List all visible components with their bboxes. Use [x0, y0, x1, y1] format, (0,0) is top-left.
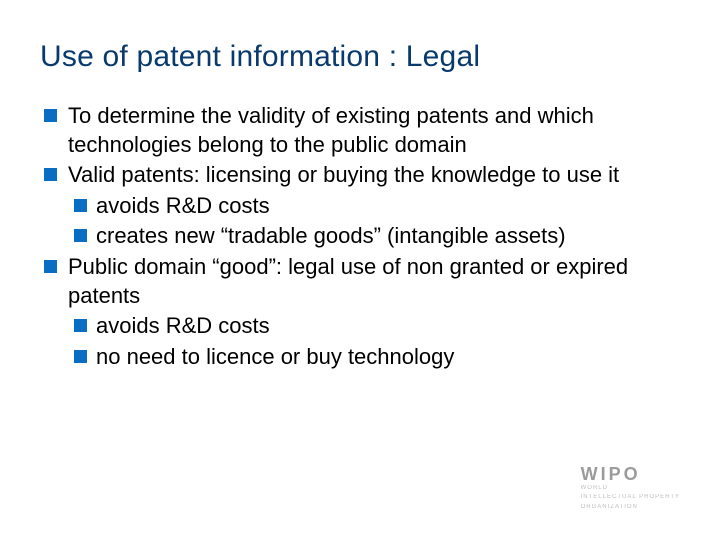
sub-list: avoids R&D costs creates new “tradable g… — [68, 192, 680, 251]
bullet-text: avoids R&D costs — [96, 313, 270, 338]
bullet-text: avoids R&D costs — [96, 193, 270, 218]
bullet-text: creates new “tradable goods” (intangible… — [96, 223, 566, 248]
list-item: avoids R&D costs — [68, 192, 680, 221]
logo-main-text: WIPO — [581, 465, 680, 483]
list-item: To determine the validity of existing pa… — [40, 102, 680, 159]
list-item: Public domain “good”: legal use of non g… — [40, 253, 680, 371]
bullet-list: To determine the validity of existing pa… — [40, 102, 680, 371]
logo-sub-line: WORLD — [581, 485, 680, 493]
bullet-text: Public domain “good”: legal use of non g… — [68, 254, 628, 308]
list-item: creates new “tradable goods” (intangible… — [68, 222, 680, 251]
bullet-text: Valid patents: licensing or buying the k… — [68, 162, 619, 187]
list-item: avoids R&D costs — [68, 312, 680, 341]
bullet-text: To determine the validity of existing pa… — [68, 103, 594, 157]
bullet-text: no need to licence or buy technology — [96, 344, 454, 369]
list-item: Valid patents: licensing or buying the k… — [40, 161, 680, 251]
list-item: no need to licence or buy technology — [68, 343, 680, 372]
logo-sub-line: INTELLECTUAL PROPERTY — [581, 494, 680, 502]
slide: Use of patent information : Legal To det… — [0, 0, 720, 540]
logo-sub-line: ORGANIZATION — [581, 504, 680, 512]
slide-title: Use of patent information : Legal — [40, 40, 680, 74]
sub-list: avoids R&D costs no need to licence or b… — [68, 312, 680, 371]
wipo-logo: WIPO WORLD INTELLECTUAL PROPERTY ORGANIZ… — [581, 465, 680, 512]
